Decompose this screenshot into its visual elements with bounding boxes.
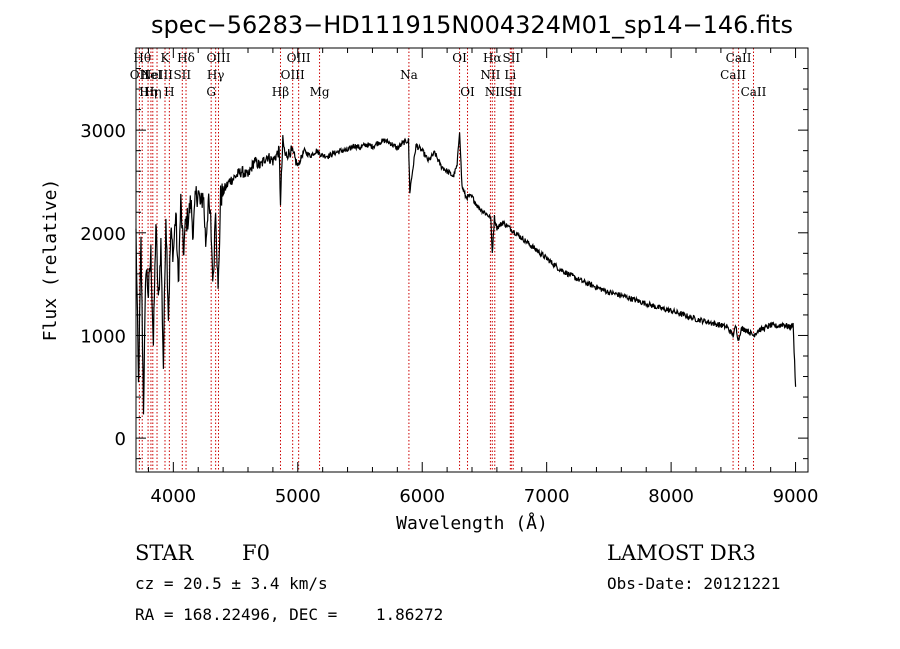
x-axis-ticks: 4000 5000 6000 7000 8000 9000 [147, 48, 819, 507]
y-tick-label: 1000 [80, 326, 126, 347]
spectral-line-labels: OII Hθ Hη HeI Hη NeIII K H SII Hδ G Hγ OIII Hβ OIII OII… [130, 51, 767, 99]
spectral-line-label: Hη [139, 85, 157, 99]
spectral-line-label: OII [130, 68, 150, 82]
spectral-line-label: CaII [726, 51, 752, 65]
spectral-line-label: H [164, 85, 174, 99]
spectral-line-label: OIII [206, 51, 230, 65]
coordinates: RA = 168.22496, DEC = 1.86272 [135, 605, 443, 624]
spectral-line-label: NII [480, 68, 500, 82]
spectral-line-label: SII [173, 68, 191, 82]
spectral-line-label: G [206, 85, 216, 99]
spectral-line-label: CaII [720, 68, 746, 82]
y-axis-ticks: 0 1000 2000 3000 [80, 68, 808, 460]
spectral-line-label: NeIII [141, 68, 173, 82]
chart-title: spec−56283−HD111915N004324M01_sp14−146.f… [151, 11, 793, 39]
y-tick-label: 3000 [80, 121, 126, 142]
observation-date: Obs-Date: 20121221 [607, 574, 780, 593]
x-tick-label: 4000 [150, 486, 196, 507]
spectral-line-label: OIII [287, 51, 311, 65]
x-tick-label: 8000 [648, 486, 694, 507]
spectral-line-label: HeI [140, 68, 163, 82]
spectral-line-label: Hη [144, 85, 162, 99]
spectral-line-label: Mg [310, 85, 330, 99]
survey-name: LAMOST DR3 [607, 541, 756, 565]
spectral-line-label: SII [504, 85, 522, 99]
spectral-line-label: Li [504, 68, 516, 82]
spectral-line-label: K [161, 51, 171, 65]
spectral-line-label: CaII [741, 85, 767, 99]
spectral-line-label: OI [460, 85, 475, 99]
x-tick-label: 6000 [399, 486, 445, 507]
x-tick-label: 9000 [773, 486, 819, 507]
spectral-line-label: Hγ [207, 68, 225, 82]
y-tick-label: 0 [115, 429, 126, 450]
redshift: cz = 20.5 ± 3.4 km/s [135, 574, 328, 593]
spectral-line-label: NII [485, 85, 505, 99]
spectral-line-label: OI [452, 51, 467, 65]
spectral-line-label: SII [502, 51, 520, 65]
plot-frame [135, 47, 809, 473]
object-type: STAR [135, 541, 194, 565]
x-tick-label: 7000 [524, 486, 570, 507]
y-tick-label: 2000 [80, 224, 126, 245]
spectral-line-label: Hθ [133, 51, 151, 65]
spectral-line-label: Hδ [177, 51, 195, 65]
subclass: F0 [242, 541, 270, 565]
spectral-lines [138, 48, 754, 472]
spectral-line-label: Na [400, 68, 418, 82]
x-tick-label: 5000 [275, 486, 321, 507]
y-axis-label: Flux (relative) [40, 179, 61, 342]
spectrum-line [135, 132, 797, 415]
spectral-line-label: OIII [281, 68, 305, 82]
spectral-line-label: Hβ [272, 85, 289, 99]
spectral-line-label: Hα [483, 51, 502, 65]
x-axis-label: Wavelength (Å) [396, 512, 548, 534]
